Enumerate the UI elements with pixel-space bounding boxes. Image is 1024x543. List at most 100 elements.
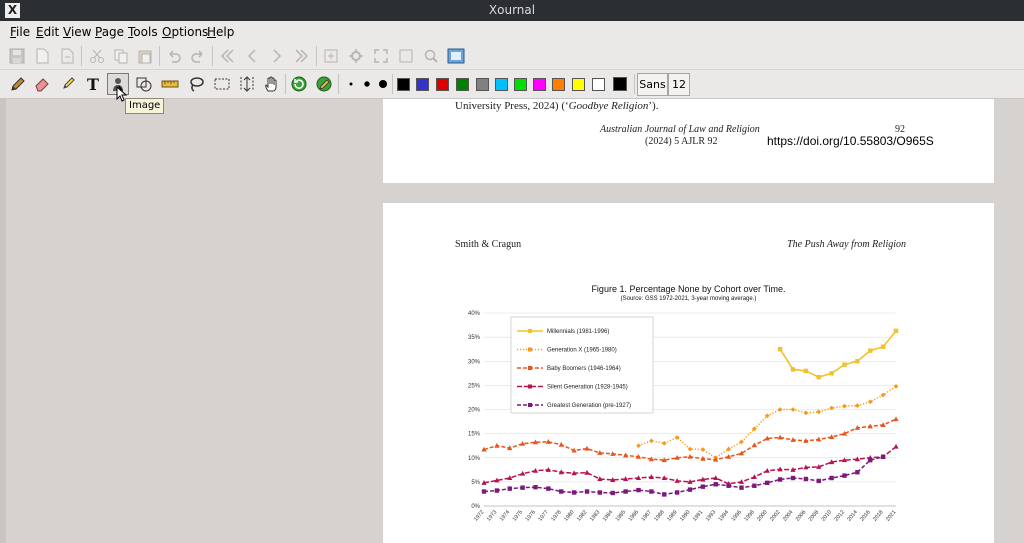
x-tick-label: 1994 (718, 509, 730, 522)
data-point (559, 489, 564, 494)
color-blue-swatch[interactable] (416, 78, 429, 91)
data-point (532, 467, 539, 473)
export-icon[interactable] (56, 45, 78, 67)
x-tick-label: 1988 (653, 509, 665, 522)
search-icon[interactable] (420, 45, 442, 67)
menu-tools[interactable]: Tools (128, 25, 158, 39)
current-color-swatch[interactable] (613, 77, 627, 91)
series-line (483, 446, 897, 485)
data-point (648, 456, 654, 462)
color-black-swatch[interactable] (397, 78, 410, 91)
eraser-icon[interactable] (31, 73, 53, 95)
menu-page[interactable]: Page (95, 25, 125, 39)
font-name-button[interactable]: Sans (637, 73, 668, 96)
data-point (546, 486, 551, 491)
undo-icon[interactable] (163, 45, 185, 67)
color-magenta-swatch[interactable] (533, 78, 546, 91)
data-point (623, 476, 629, 481)
menu-options[interactable]: Options (162, 25, 209, 39)
menu-bar: File Edit View Page Tools Options Help (0, 21, 1024, 42)
hand-icon[interactable] (261, 73, 283, 95)
last-page-icon[interactable] (291, 45, 313, 67)
data-point (661, 475, 667, 481)
y-tick-label: 20% (468, 408, 481, 414)
data-point (764, 467, 770, 473)
color-white-swatch[interactable] (592, 78, 605, 91)
data-point (829, 371, 834, 376)
color-red-swatch[interactable] (436, 78, 449, 91)
menu-help[interactable]: Help (207, 25, 235, 39)
vertical-space-icon[interactable] (236, 73, 258, 95)
cut-icon[interactable] (86, 45, 108, 67)
data-point (558, 441, 564, 447)
data-point (661, 457, 667, 463)
next-page-icon[interactable] (266, 45, 288, 67)
menu-view[interactable]: View (63, 25, 92, 39)
running-header-left: Smith & Cragun (455, 239, 522, 250)
text-icon[interactable]: T (87, 74, 99, 94)
data-point (662, 492, 667, 497)
zoom-icon[interactable] (395, 45, 417, 67)
page-1[interactable]: University Press, 2024) (‘Goodbye Religi… (383, 99, 994, 183)
data-point (867, 423, 873, 429)
previous-page-icon[interactable] (241, 45, 263, 67)
data-point (855, 359, 860, 364)
data-point (868, 348, 873, 353)
data-point (816, 436, 822, 442)
x-tick-label: 2010 (821, 509, 833, 522)
y-tick-label: 5% (471, 480, 480, 486)
data-point (481, 446, 487, 452)
thickness-fine-icon[interactable] (340, 73, 362, 95)
data-point (507, 445, 513, 451)
data-point (880, 344, 886, 349)
default-tool-icon[interactable] (313, 73, 335, 95)
series-line (483, 456, 884, 496)
data-point (841, 457, 848, 463)
data-point (751, 442, 757, 448)
color-orange-swatch[interactable] (552, 78, 565, 91)
paste-icon[interactable] (134, 45, 156, 67)
shape-recognizer-icon[interactable] (133, 73, 155, 95)
redo-icon[interactable] (187, 45, 209, 67)
doi-link[interactable]: https://doi.org/10.55803/O965S (767, 134, 934, 148)
copy-icon[interactable] (110, 45, 132, 67)
thickness-medium-icon[interactable] (356, 73, 378, 95)
ruler-icon[interactable] (159, 73, 181, 95)
rect-select-icon[interactable] (211, 73, 233, 95)
data-point (868, 457, 873, 463)
menu-edit[interactable]: Edit (36, 25, 60, 39)
legend-label: Generation X (1965-1980) (547, 348, 617, 354)
lasso-select-icon[interactable] (185, 73, 207, 95)
first-page-icon[interactable] (216, 45, 238, 67)
x-tick-label: 2016 (859, 509, 871, 522)
pen-icon[interactable] (6, 73, 28, 95)
legend-marker (528, 403, 532, 407)
new-page-icon[interactable] (31, 45, 53, 67)
x-tick-label: 1993 (705, 509, 717, 522)
highlighter-icon[interactable] (57, 73, 79, 95)
default-pen-icon[interactable] (288, 73, 310, 95)
menu-file[interactable]: File (10, 25, 31, 39)
font-size-button[interactable]: 12 (668, 73, 690, 96)
save-icon[interactable] (6, 45, 28, 67)
zoom-normal-icon[interactable] (445, 45, 467, 67)
zoom-settings-icon[interactable] (345, 45, 367, 67)
thickness-thick-icon[interactable] (372, 73, 394, 95)
zoom-fit-icon[interactable] (320, 45, 342, 67)
data-point (674, 490, 680, 495)
data-point (494, 442, 500, 448)
x-tick-label: 1989 (666, 509, 678, 522)
color-green-swatch[interactable] (456, 78, 469, 91)
color-light-blue-swatch[interactable] (495, 78, 508, 91)
x-tick-label: 1977 (537, 509, 549, 522)
fullscreen-icon[interactable] (370, 45, 392, 67)
color-yellow-swatch[interactable] (572, 78, 585, 91)
data-point (623, 489, 628, 494)
x-tick-label: 2014 (846, 509, 858, 522)
data-point (700, 455, 706, 461)
data-point (790, 475, 796, 481)
color-gray-swatch[interactable] (476, 78, 489, 91)
color-light-green-swatch[interactable] (514, 78, 527, 91)
data-point (649, 489, 654, 494)
page-2[interactable]: Smith & Cragun The Push Away from Religi… (383, 203, 994, 543)
